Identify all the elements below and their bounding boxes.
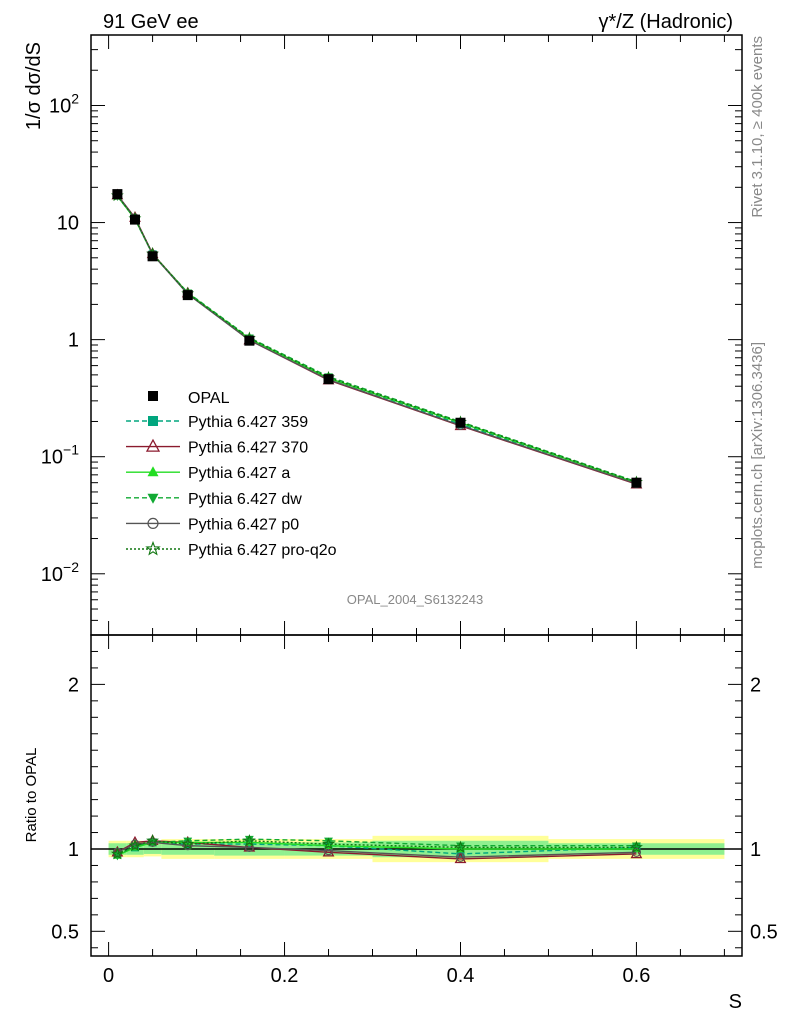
y-tick-label-0.01: 10−2 xyxy=(41,559,79,586)
opal-data-point xyxy=(129,214,140,225)
legend-label: Pythia 6.427 pro-q2o xyxy=(188,542,337,559)
x-tick-label: 0.2 xyxy=(271,965,299,987)
ratio-series-point xyxy=(456,842,465,851)
opal-data-point xyxy=(112,189,123,200)
ratio-series-point xyxy=(630,840,643,853)
legend-marker xyxy=(145,438,161,452)
main-series-group xyxy=(110,188,643,489)
legend-label: Pythia 6.427 370 xyxy=(188,440,308,457)
legend-marker-opal xyxy=(148,391,158,401)
ratio-series-point xyxy=(242,834,256,847)
x-tick-label: 0.6 xyxy=(623,965,651,987)
ratio-series-point xyxy=(632,842,641,851)
legend-label: Pythia 6.427 359 xyxy=(188,414,308,431)
x-axis-title: S xyxy=(729,991,742,1013)
ratio-series-point xyxy=(146,834,159,847)
ratio-y-axis-title: Ratio to OPAL xyxy=(23,748,40,843)
ratio-series-point xyxy=(110,847,124,860)
opal-data-point xyxy=(244,335,255,346)
legend-label: Pythia 6.427 p0 xyxy=(188,516,299,533)
ratio-series-point xyxy=(183,841,193,851)
legend-marker xyxy=(145,540,161,556)
legend-marker xyxy=(147,493,159,504)
y-tick-label-0.1: 10−1 xyxy=(41,442,79,469)
ratio-series-point xyxy=(244,835,254,844)
ratio-axes: 0.5 0.5 1 1 2 2 0 0.2 0.4 0.6 xyxy=(51,634,778,987)
opal-data-point xyxy=(182,290,193,301)
y-axis-title: 1/σ dσ/dS xyxy=(23,42,45,130)
ratio-y-tick-label: 0.5 xyxy=(51,921,79,943)
legend-label: Pythia 6.427 a xyxy=(188,465,290,482)
header-right: γ*/Z (Hadronic) xyxy=(599,11,733,33)
legend-marker xyxy=(147,466,159,477)
ratio-series-point xyxy=(128,838,142,852)
ratio-series-point xyxy=(455,852,466,862)
ratio-series-point xyxy=(322,837,336,850)
ratio-series-point xyxy=(631,847,642,857)
ratio-y-tick-label-right: 1 xyxy=(750,839,761,861)
legend-marker xyxy=(147,517,159,530)
ratio-series-point xyxy=(322,845,335,857)
ratio-series-point xyxy=(453,840,467,853)
ratio-series-line xyxy=(117,841,637,855)
ratio-y-tick-label: 1 xyxy=(68,839,79,861)
ratio-series-point xyxy=(630,847,643,859)
opal-data-point xyxy=(147,251,158,262)
rivet-version-label: Rivet 3.1.10, ≥ 400k events xyxy=(749,36,766,218)
header-left: 91 GeV ee xyxy=(103,11,199,33)
opal-data-point xyxy=(455,417,466,428)
opal-data-point xyxy=(631,477,642,488)
legend-label-opal: OPAL xyxy=(188,390,230,407)
mcplots-label: mcplots.cern.ch [arXiv:1306.3436] xyxy=(749,342,766,569)
ratio-series-point xyxy=(454,852,467,864)
y-tick-label-1: 1 xyxy=(68,330,79,352)
legend-label: Pythia 6.427 dw xyxy=(188,491,302,508)
ratio-y-tick-label: 2 xyxy=(68,674,79,696)
main-series-line xyxy=(116,195,637,483)
ratio-series-line xyxy=(117,838,637,857)
y-tick-label-10: 10 xyxy=(57,213,79,235)
main-axes: 102 10−1 10−2 10 1 xyxy=(41,34,743,636)
ratio-frame xyxy=(90,634,743,957)
legend: OPAL Pythia 6.427 359 Pythia 6.427 370 Pyth… xyxy=(126,390,337,559)
opal-data-point xyxy=(323,374,334,385)
ratio-series-point xyxy=(181,837,195,850)
ratio-y-tick-label-right: 2 xyxy=(750,674,761,696)
ratio-y-tick-label-right: 0.5 xyxy=(750,921,778,943)
ratio-series-group xyxy=(110,834,643,864)
y-tick-label-100: 102 xyxy=(49,90,79,117)
x-tick-label: 0.4 xyxy=(447,965,475,987)
legend-marker xyxy=(148,416,158,426)
x-tick-label: 0 xyxy=(103,965,114,987)
ratio-series-point xyxy=(324,837,333,846)
analysis-watermark: OPAL_2004_S6132243 xyxy=(347,592,483,607)
